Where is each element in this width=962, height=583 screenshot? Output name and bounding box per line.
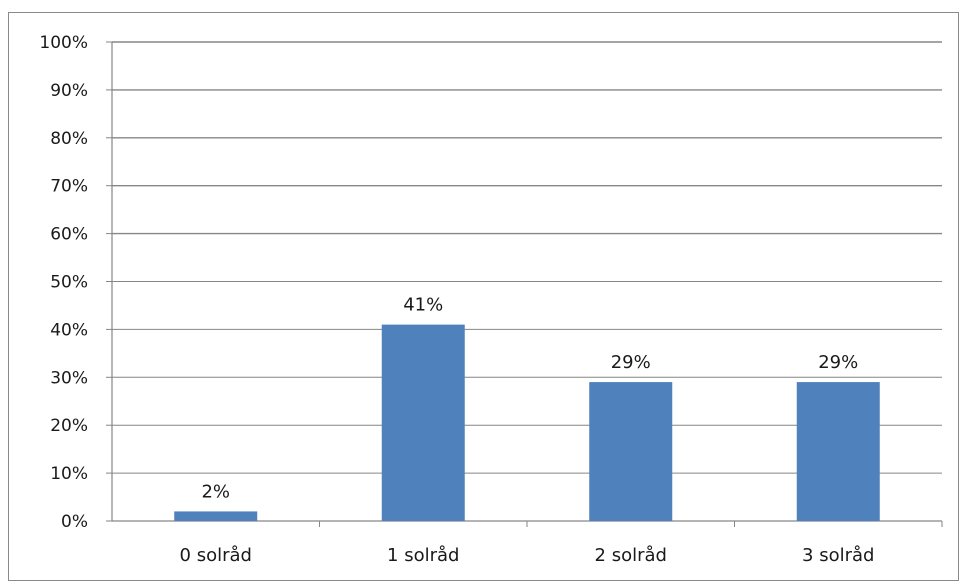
y-tick-label: 100% — [39, 33, 88, 53]
x-tick-label: 3 solråd — [802, 545, 874, 566]
x-tick-label: 1 solråd — [387, 545, 459, 566]
bar-3 — [796, 382, 880, 521]
y-tick-label: 60% — [50, 225, 88, 245]
data-label: 41% — [403, 295, 443, 316]
y-tick-label: 90% — [50, 81, 88, 101]
y-tick-label: 50% — [50, 273, 88, 293]
chart-frame — [8, 12, 959, 581]
data-label: 29% — [818, 352, 858, 373]
bar-0 — [174, 511, 258, 521]
y-tick-label: 20% — [50, 416, 88, 436]
y-tick-label: 30% — [50, 368, 88, 388]
y-tick-label: 80% — [50, 129, 88, 149]
x-tick-label: 2 solråd — [595, 545, 667, 566]
y-tick-label: 10% — [50, 464, 88, 484]
data-label: 2% — [201, 481, 230, 502]
y-tick-label: 0% — [61, 512, 88, 532]
data-label: 29% — [611, 352, 651, 373]
x-tick-label: 0 solråd — [180, 545, 252, 566]
bar-2 — [589, 382, 673, 521]
y-tick-label: 70% — [50, 177, 88, 197]
y-tick-label: 40% — [50, 320, 88, 340]
bar-1 — [381, 324, 465, 521]
